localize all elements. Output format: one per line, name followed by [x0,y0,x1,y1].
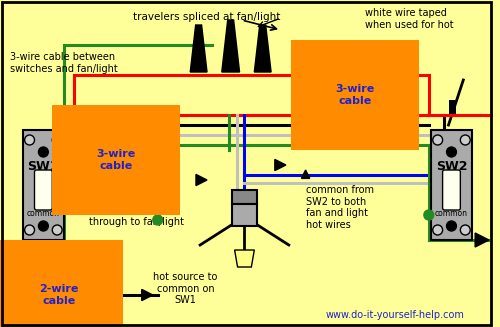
Text: 3-wire
cable: 3-wire cable [335,84,374,106]
Circle shape [446,221,456,231]
Circle shape [446,147,456,157]
Text: source
@1st switch: source @1st switch [18,240,92,262]
Text: travelers spliced at fan/light: travelers spliced at fan/light [133,12,280,22]
Circle shape [52,135,62,145]
Text: 3-wire
cable: 3-wire cable [96,149,136,171]
Circle shape [432,135,442,145]
Circle shape [424,210,434,220]
Text: common: common [27,210,60,218]
FancyBboxPatch shape [232,204,258,226]
Circle shape [460,225,470,235]
Circle shape [24,135,34,145]
Text: hot source to
common on
SW1: hot source to common on SW1 [153,272,218,305]
FancyBboxPatch shape [448,100,456,114]
Polygon shape [302,170,310,179]
Text: 3-wire cable between
switches and fan/light: 3-wire cable between switches and fan/li… [10,52,118,74]
Text: www.do-it-yourself-help.com: www.do-it-yourself-help.com [326,310,464,320]
Polygon shape [66,159,77,171]
FancyBboxPatch shape [232,190,258,204]
Text: neutral spliced
through to fan/light: neutral spliced through to fan/light [88,205,184,227]
Circle shape [38,221,48,231]
Polygon shape [475,233,489,247]
Polygon shape [190,25,207,72]
Polygon shape [275,159,286,171]
Circle shape [24,225,34,235]
Circle shape [38,147,48,157]
Text: SW1: SW1 [28,160,59,173]
Polygon shape [196,174,207,186]
Text: SW2: SW2 [436,160,467,173]
FancyBboxPatch shape [442,170,460,210]
Polygon shape [254,25,271,72]
Circle shape [432,225,442,235]
Text: common from
SW2 to both
fan and light
hot wires: common from SW2 to both fan and light ho… [306,185,374,230]
Circle shape [460,135,470,145]
Polygon shape [154,170,162,179]
Circle shape [153,215,162,225]
Circle shape [52,225,62,235]
FancyBboxPatch shape [34,170,52,210]
Text: white wire taped
when used for hot: white wire taped when used for hot [364,8,454,30]
FancyBboxPatch shape [431,130,472,240]
Polygon shape [142,289,153,301]
Text: common: common [435,210,468,218]
Polygon shape [234,250,255,267]
Polygon shape [222,20,240,72]
FancyBboxPatch shape [22,130,64,240]
Text: 2-wire
cable: 2-wire cable [40,284,79,306]
